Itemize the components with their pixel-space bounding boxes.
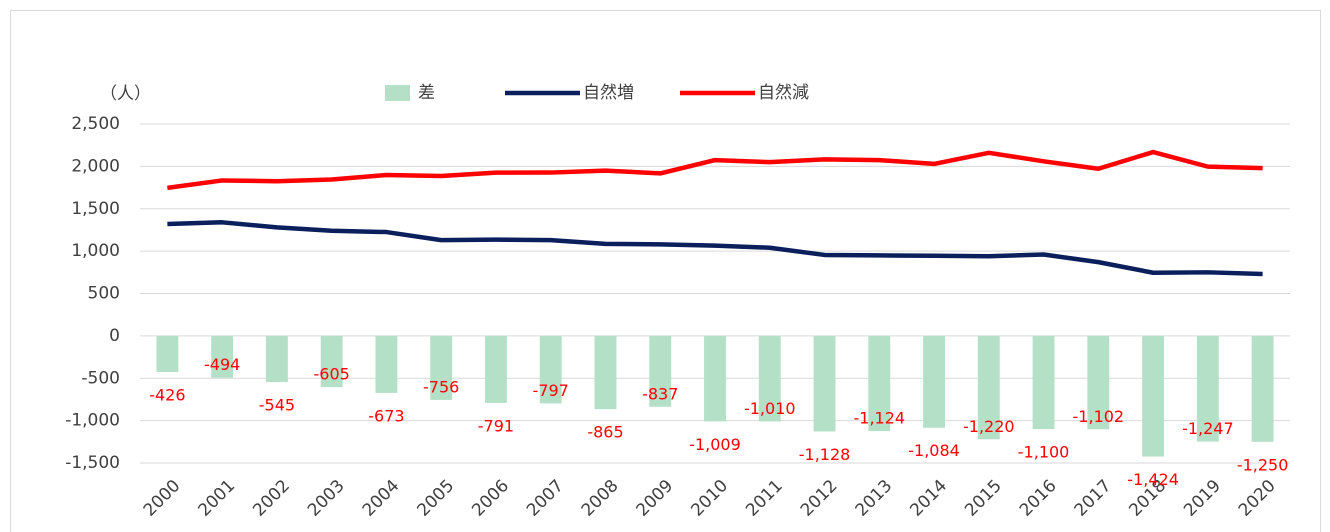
y-tick-label: 500 <box>88 284 120 304</box>
data-label: -426 <box>149 385 185 404</box>
bar <box>704 335 726 422</box>
x-tick-label: 2005 <box>414 476 459 521</box>
y-tick-label: -1,500 <box>65 453 120 473</box>
line <box>167 220 1263 277</box>
x-tick-label: 2013 <box>852 476 897 521</box>
y-tick-label: 1,500 <box>71 199 120 219</box>
data-label: -1,084 <box>908 441 960 460</box>
x-tick-label: 2019 <box>1180 476 1225 521</box>
x-tick-label: 2009 <box>633 476 678 521</box>
bar <box>1142 335 1165 457</box>
x-tick-label: 2017 <box>1071 476 1116 521</box>
data-label: -1,124 <box>853 409 905 428</box>
x-tick-label: 2016 <box>1016 476 1061 521</box>
y-tick-label: -1,000 <box>65 411 120 431</box>
bar <box>1032 335 1055 430</box>
x-tick-label: 2012 <box>797 476 842 521</box>
data-label: -797 <box>533 381 569 400</box>
y-axis-label: （人） <box>100 84 151 104</box>
data-label: -1,424 <box>1127 470 1179 489</box>
y-tick-label: 1,000 <box>71 241 120 261</box>
bar <box>539 335 562 404</box>
data-label: -1,250 <box>1237 455 1289 474</box>
data-label: -756 <box>423 377 459 396</box>
x-tick-label: 2003 <box>304 476 349 521</box>
bar <box>430 335 453 400</box>
data-label: -791 <box>478 416 514 435</box>
data-label: -837 <box>642 384 678 403</box>
bar <box>375 335 398 393</box>
bar <box>156 335 179 372</box>
bar <box>1087 335 1110 430</box>
bar <box>649 335 672 407</box>
bar <box>868 335 891 432</box>
data-label: -545 <box>259 396 295 415</box>
y-tick-label: 2,500 <box>71 114 120 134</box>
data-label: -1,010 <box>744 399 796 418</box>
data-label: -1,220 <box>963 417 1015 436</box>
bar <box>211 335 234 378</box>
x-tick-label: 2002 <box>249 476 294 521</box>
data-label: -1,100 <box>1018 443 1070 462</box>
data-label: -605 <box>314 365 350 384</box>
x-tick-label: 2011 <box>742 476 787 521</box>
x-tick-label: 2006 <box>468 476 513 521</box>
chart-frame <box>10 10 1321 532</box>
data-label: -494 <box>204 355 240 374</box>
bar <box>758 335 781 422</box>
legend-swatch <box>385 85 410 101</box>
x-tick-label: 2008 <box>578 476 623 521</box>
bar <box>594 335 617 410</box>
x-tick-label: 2010 <box>687 476 732 521</box>
x-tick-label: 2014 <box>906 476 951 521</box>
bar <box>320 335 343 388</box>
x-tick-label: 2000 <box>140 476 185 521</box>
bar <box>485 335 507 403</box>
x-tick-label: 2007 <box>523 476 568 521</box>
x-tick-label: 2001 <box>194 476 239 521</box>
data-label: -865 <box>587 423 623 442</box>
x-tick-label: 2020 <box>1235 476 1280 521</box>
data-label: -1,102 <box>1073 407 1125 426</box>
bar <box>813 335 836 432</box>
data-label: -673 <box>368 406 404 425</box>
x-tick-label: 2004 <box>359 476 404 521</box>
bar <box>977 335 1000 440</box>
bar <box>923 335 945 428</box>
bar <box>1251 335 1274 442</box>
data-label: -1,009 <box>689 435 741 454</box>
legend-label: 自然減 <box>758 83 809 103</box>
legend-label: 自然増 <box>583 83 634 103</box>
data-label: -1,128 <box>799 445 851 464</box>
line <box>167 149 1263 191</box>
y-tick-label: 0 <box>109 326 120 346</box>
legend-label: 差 <box>418 83 435 103</box>
data-label: -1,247 <box>1182 419 1234 438</box>
bar <box>265 335 288 383</box>
y-tick-label: -500 <box>81 368 120 388</box>
y-tick-label: 2,000 <box>71 156 120 176</box>
x-tick-label: 2015 <box>961 476 1006 521</box>
bar <box>1196 335 1219 442</box>
